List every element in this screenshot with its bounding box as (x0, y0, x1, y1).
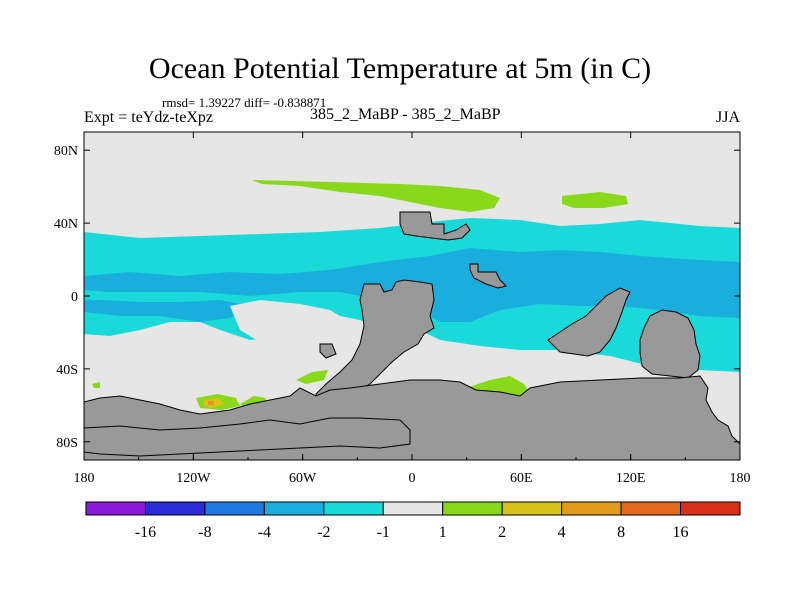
x-tick-label: 60W (289, 471, 317, 486)
x-tick-label: 120W (176, 471, 211, 486)
colorbar-swatch (382, 501, 444, 516)
colorbar-swatch (144, 501, 206, 516)
neutral-tongue (230, 300, 350, 342)
land-antarctic-peninsula (84, 417, 411, 457)
x-tick-label: 120E (616, 471, 646, 486)
subtitle-label: 385_2_MaBP - 385_2_MaBP (310, 106, 501, 123)
stats-label: rmsd= 1.39227 diff= -0.838871 (162, 95, 327, 110)
colorbar-swatch (85, 501, 146, 516)
plot-title: Ocean Potential Temperature at 5m (in C) (148, 52, 652, 85)
warmest-dot-south-pacific (208, 401, 214, 405)
axis-ticks: 180 120W 60W 0 60E 120E 180 80N 40N 0 40S 80S (54, 132, 751, 486)
colorbar-swatch (680, 501, 741, 516)
warm-dot-west (92, 382, 100, 388)
x-tick-label: 60E (510, 471, 533, 486)
y-tick-label: 40S (56, 363, 78, 378)
colorbar-swatch (561, 501, 622, 516)
warm-patch-chile (296, 370, 328, 384)
colorbar-swatch (263, 501, 325, 516)
colorbar-label: -8 (198, 524, 211, 541)
x-tick-label: 180 (74, 471, 95, 486)
season-label: JJA (716, 109, 741, 126)
colorbar-label: 4 (558, 524, 566, 541)
warm-patch-arctic-west (252, 180, 500, 212)
y-tick-label: 0 (71, 290, 78, 305)
cool-patch-tropics (84, 300, 250, 322)
land-south-america (315, 279, 435, 409)
y-tick-label: 80N (54, 144, 78, 159)
colorbar-label: 8 (617, 524, 625, 541)
colorbar-label: -4 (258, 524, 271, 541)
y-tick-label: 80S (56, 436, 78, 451)
land-andes-islet (319, 343, 337, 359)
land-africa (547, 287, 631, 357)
colorbar-label: -2 (317, 524, 330, 541)
colorbar-swatch (204, 501, 265, 516)
warm-patch-arctic-east (562, 192, 628, 208)
colorbar-swatch (620, 501, 682, 516)
land-australia (639, 309, 701, 379)
colorbar-swatch (442, 501, 503, 516)
colorbar-label: -1 (377, 524, 390, 541)
y-tick-label: 40N (54, 217, 78, 232)
colorbar-swatch (323, 501, 384, 516)
land-isthmus (469, 263, 507, 289)
colorbar-label: -16 (135, 524, 156, 541)
experiment-label: Expt = teYdz-teXpz (84, 109, 213, 126)
x-tick-label: 0 (409, 471, 416, 486)
land-north-america (399, 211, 471, 241)
colorbar-label: 16 (673, 524, 689, 541)
map-field (84, 132, 740, 460)
colorbar-swatch (501, 501, 563, 516)
colorbar-label: 1 (439, 524, 447, 541)
x-tick-label: 180 (730, 471, 751, 486)
colorbar-label: 2 (498, 524, 506, 541)
colorbar: -16 -8 -4 -2 -1 1 2 4 8 16 (85, 501, 741, 541)
